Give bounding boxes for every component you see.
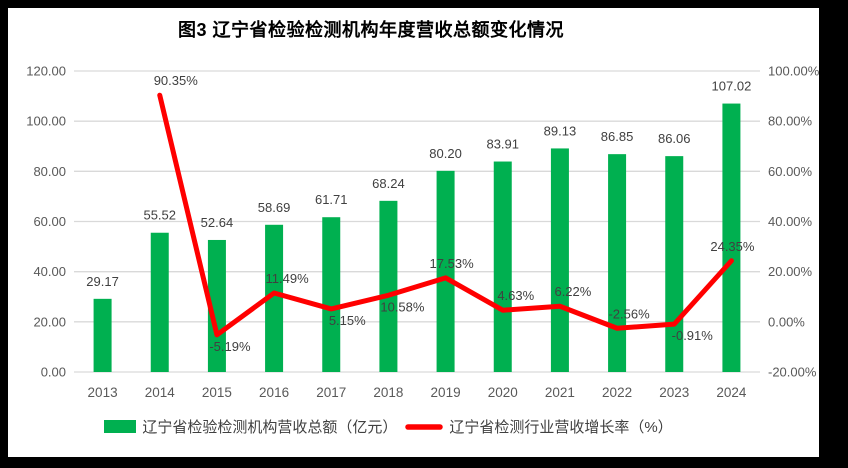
left-axis-tick: 80.00 xyxy=(33,164,66,179)
bar-value-2016: 58.69 xyxy=(258,200,291,215)
bar-2022 xyxy=(608,154,627,372)
x-label-2017: 2017 xyxy=(316,385,346,400)
x-label-2013: 2013 xyxy=(88,385,118,400)
growth-label-2015: -5.19% xyxy=(209,339,251,354)
bar-value-2023: 86.06 xyxy=(658,131,691,146)
growth-label-2018: 10.58% xyxy=(380,299,425,314)
growth-label-2021: 6.22% xyxy=(554,284,591,299)
bar-value-2018: 68.24 xyxy=(372,176,405,191)
growth-label-2023: -0.91% xyxy=(672,328,714,343)
x-label-2019: 2019 xyxy=(431,385,461,400)
right-axis-tick: 100.00% xyxy=(768,64,819,79)
growth-label-2019: 17.53% xyxy=(430,256,475,271)
chart-title: 图3 辽宁省检验检测机构年度营收总额变化情况 xyxy=(178,20,565,40)
legend-item-revenue: 辽宁省检验检测机构营收总额（亿元） xyxy=(104,416,397,437)
left-axis-tick: 60.00 xyxy=(33,214,66,229)
bar-2013 xyxy=(93,298,112,372)
bar-2017 xyxy=(322,217,341,372)
right-axis-tick: 80.00% xyxy=(768,114,813,129)
left-axis-tick: 40.00 xyxy=(33,264,66,279)
bar-2016 xyxy=(265,224,284,372)
x-label-2015: 2015 xyxy=(202,385,232,400)
bar-2024 xyxy=(722,103,741,372)
bar-value-2017: 61.71 xyxy=(315,192,348,207)
right-axis-tick: 60.00% xyxy=(768,164,813,179)
right-axis-tick: 40.00% xyxy=(768,214,813,229)
left-axis-tick: 20.00 xyxy=(33,314,66,329)
bar-value-2021: 89.13 xyxy=(544,123,577,138)
bar-value-2020: 83.91 xyxy=(486,137,519,152)
x-label-2024: 2024 xyxy=(716,385,747,400)
bar-2014 xyxy=(150,232,169,372)
right-axis-tick: 20.00% xyxy=(768,264,813,279)
right-axis-tick: 0.00% xyxy=(768,314,805,329)
bar-2015 xyxy=(207,239,226,372)
left-axis-tick: 120.00 xyxy=(26,64,66,79)
legend-bar-swatch xyxy=(104,420,137,433)
bar-value-2013: 29.17 xyxy=(86,274,119,289)
chart-legend: 辽宁省检验检测机构营收总额（亿元） 辽宁省检测行业营收增长率（%） xyxy=(0,416,794,437)
bar-value-2024: 107.02 xyxy=(712,79,752,94)
bar-2018 xyxy=(379,200,398,372)
growth-label-2014: 90.35% xyxy=(154,73,199,88)
bar-2020 xyxy=(493,161,512,372)
bar-value-2022: 86.85 xyxy=(601,129,634,144)
legend-line-label: 辽宁省检测行业营收增长率（%） xyxy=(449,419,673,436)
bar-value-2019: 80.20 xyxy=(429,146,462,161)
x-label-2020: 2020 xyxy=(488,385,518,400)
growth-label-2017: 5.15% xyxy=(329,313,366,328)
x-label-2023: 2023 xyxy=(659,385,689,400)
x-label-2014: 2014 xyxy=(145,385,176,400)
bar-2021 xyxy=(550,148,569,372)
legend-item-growth: 辽宁省检测行业营收增长率（%） xyxy=(405,416,673,437)
legend-bar-label: 辽宁省检验检测机构营收总额（亿元） xyxy=(142,419,398,436)
bar-value-2014: 55.52 xyxy=(143,208,176,223)
bar-2019 xyxy=(436,170,455,372)
chart-canvas: 0.00 -20.00% 20.00 0.00% 40.00 20.00% 60.00 40.… xyxy=(26,64,819,401)
x-label-2018: 2018 xyxy=(373,385,403,400)
growth-label-2016: 11.49% xyxy=(266,271,310,286)
x-label-2016: 2016 xyxy=(259,385,289,400)
growth-label-2024: 24.35% xyxy=(710,239,755,254)
legend-line-swatch xyxy=(405,423,444,430)
growth-rate-line xyxy=(157,92,734,338)
x-label-2021: 2021 xyxy=(545,385,575,400)
chart-background: 图3 辽宁省检验检测机构年度营收总额变化情况 0.00 -20.00% 20.00 0… xyxy=(8,8,819,457)
growth-label-2020: 4.63% xyxy=(497,288,534,303)
x-label-2022: 2022 xyxy=(602,385,632,400)
left-axis-tick: 100.00 xyxy=(26,114,66,129)
left-axis-tick: 0.00 xyxy=(41,365,66,380)
bar-value-2015: 52.64 xyxy=(201,215,234,230)
right-axis-tick: -20.00% xyxy=(768,365,817,380)
growth-label-2022: -2.56% xyxy=(608,306,650,321)
